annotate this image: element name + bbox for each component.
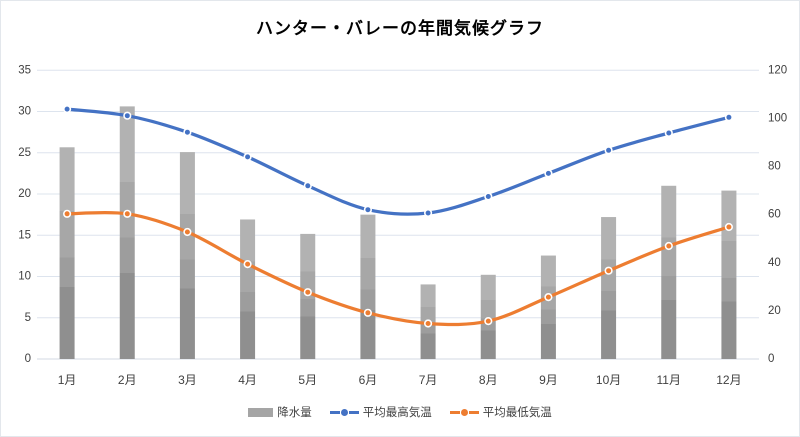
y-axis-right-tick-label: 60 <box>768 209 781 221</box>
legend: 降水量 平均最高気温 平均最低気温 <box>1 404 799 420</box>
x-axis-label: 11月 <box>657 373 681 387</box>
legend-label-max-temp: 平均最高気温 <box>362 407 432 419</box>
y-axis-left-tick-label: 15 <box>18 229 31 241</box>
max-temp-marker <box>303 181 312 190</box>
precip-bar <box>179 152 195 359</box>
max-temp-marker <box>724 113 734 122</box>
chart-title: ハンター・バレーの年間気候グラフ <box>256 19 544 38</box>
precip-bar <box>601 217 617 359</box>
min-temp-marker <box>604 266 613 275</box>
legend-item-max-temp: 平均最高気温 <box>329 404 432 420</box>
min-temp-marker <box>243 260 252 269</box>
x-axis-label: 9月 <box>539 373 558 387</box>
max-temp-marker <box>243 152 252 161</box>
max-temp-marker <box>424 208 433 218</box>
min-temp-marker <box>724 222 734 232</box>
min-temp-marker <box>664 241 673 251</box>
max-temp-line <box>65 107 731 216</box>
y-axis-right-tick-label: 100 <box>768 112 787 124</box>
y-axis-right-tick-label: 80 <box>768 161 781 173</box>
x-axis-label: 5月 <box>298 373 317 387</box>
max-temp-marker <box>183 128 192 137</box>
min-temp-marker <box>123 209 132 218</box>
precip-bar <box>480 274 496 359</box>
min-temp-line <box>65 210 731 327</box>
max-temp-marker <box>604 146 613 155</box>
legend-item-min-temp: 平均最低気温 <box>449 404 552 420</box>
min-temp-swatch-icon <box>449 408 479 416</box>
x-axis-label: 6月 <box>359 373 378 387</box>
x-axis-label: 3月 <box>178 373 197 387</box>
max-temp-marker <box>123 111 132 120</box>
precip-bar <box>721 190 737 359</box>
max-temp-marker <box>484 192 493 201</box>
y-axis-left-tick-label: 10 <box>18 271 31 283</box>
x-axis-label: 12月 <box>716 373 741 387</box>
precip-bar <box>59 147 75 359</box>
max-temp-marker <box>62 104 72 114</box>
x-axis-label: 1月 <box>58 373 77 387</box>
y-axis-right-tick-label: 20 <box>768 305 781 317</box>
max-temp-marker <box>544 169 553 178</box>
legend-item-precipitation: 降水量 <box>248 404 312 420</box>
min-temp-marker <box>183 227 192 237</box>
x-axis-label: 4月 <box>238 373 257 387</box>
min-temp-marker <box>363 308 373 317</box>
legend-label-min-temp: 平均最低気温 <box>482 407 552 419</box>
max-temp-marker <box>664 128 673 138</box>
precipitation-swatch-icon <box>248 407 274 417</box>
x-axis-label: 8月 <box>479 373 498 387</box>
y-axis-left-tick-label: 0 <box>25 353 31 365</box>
x-axis-label: 2月 <box>118 373 137 387</box>
y-axis-left-tick-label: 5 <box>25 312 31 324</box>
min-temp-marker <box>424 319 433 328</box>
precip-bar <box>240 219 256 359</box>
y-axis-left-tick-label: 25 <box>18 147 31 159</box>
min-temp-marker <box>303 288 312 297</box>
x-axis-label: 10月 <box>596 373 621 387</box>
min-temp-marker <box>62 209 72 218</box>
precip-bar <box>300 233 316 359</box>
y-axis-left-tick-label: 20 <box>18 188 31 200</box>
y-axis-right-tick-label: 40 <box>768 257 781 269</box>
y-axis-right-tick-label: 0 <box>768 353 774 365</box>
precip-bar <box>661 185 677 359</box>
min-temp-marker <box>484 317 493 326</box>
legend-label-precipitation: 降水量 <box>277 407 312 419</box>
max-temp-marker <box>363 205 373 214</box>
precip-bar <box>360 214 376 359</box>
min-temp-marker <box>544 293 553 302</box>
precip-bar <box>540 255 556 359</box>
max-temp-swatch-icon <box>329 408 359 416</box>
y-axis-left-tick-label: 30 <box>18 106 31 118</box>
x-axis-label: 7月 <box>419 373 438 387</box>
y-axis-left-tick-label: 35 <box>18 64 31 76</box>
precip-bar <box>119 106 135 359</box>
y-axis-right-tick-label: 120 <box>768 64 787 76</box>
